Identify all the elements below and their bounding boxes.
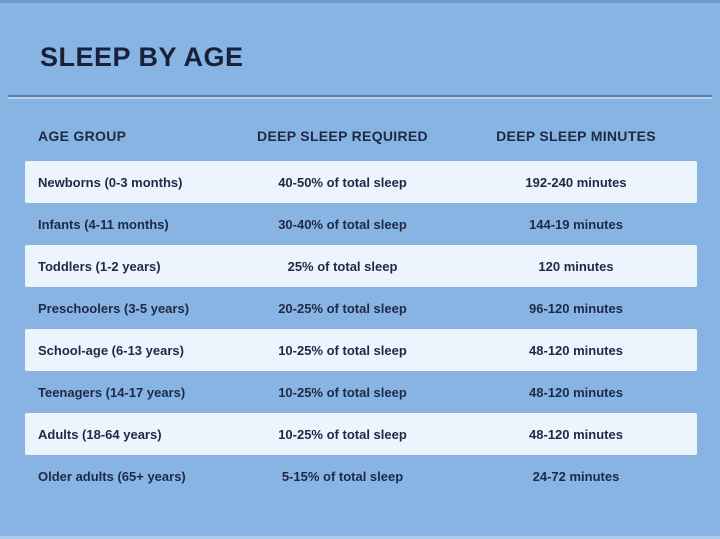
table-row: Toddlers (1-2 years) 25% of total sleep … <box>25 245 697 287</box>
cell-deep-sleep-minutes: 192-240 minutes <box>525 174 627 190</box>
sleep-table: AGE GROUP DEEP SLEEP REQUIRED DEEP SLEEP… <box>0 126 720 497</box>
cell-deep-sleep-required: 40-50% of total sleep <box>278 174 407 190</box>
cell-deep-sleep-minutes: 48-120 minutes <box>529 384 623 400</box>
table-row: Preschoolers (3-5 years) 20-25% of total… <box>25 287 697 329</box>
table-row: Infants (4-11 months) 30-40% of total sl… <box>25 203 697 245</box>
table-body: Newborns (0-3 months) 40-50% of total sl… <box>25 161 697 497</box>
page-title: SLEEP BY AGE <box>40 42 244 72</box>
table-row: Older adults (65+ years) 5-15% of total … <box>25 455 697 497</box>
cell-deep-sleep-required: 25% of total sleep <box>287 258 398 274</box>
header-divider <box>8 95 712 99</box>
cell-deep-sleep-required: 10-25% of total sleep <box>278 384 407 400</box>
cell-deep-sleep-minutes: 48-120 minutes <box>529 342 623 358</box>
column-header-deep-sleep-minutes: DEEP SLEEP MINUTES <box>496 128 656 144</box>
bottom-edge-line <box>0 536 720 539</box>
cell-age-group: Teenagers (14-17 years) <box>38 384 186 400</box>
cell-age-group: Adults (18-64 years) <box>38 426 162 442</box>
column-header-deep-sleep-required: DEEP SLEEP REQUIRED <box>257 128 428 144</box>
cell-deep-sleep-required: 5-15% of total sleep <box>281 468 404 484</box>
cell-deep-sleep-required: 10-25% of total sleep <box>278 426 407 442</box>
cell-age-group: Older adults (65+ years) <box>38 468 186 484</box>
table-row: Adults (18-64 years) 10-25% of total sle… <box>25 413 697 455</box>
cell-age-group: Preschoolers (3-5 years) <box>38 300 190 316</box>
cell-deep-sleep-minutes: 96-120 minutes <box>529 300 623 316</box>
cell-age-group: Newborns (0-3 months) <box>38 174 183 190</box>
table-row: School-age (6-13 years) 10-25% of total … <box>25 329 697 371</box>
cell-deep-sleep-minutes: 48-120 minutes <box>529 426 623 442</box>
cell-deep-sleep-required: 10-25% of total sleep <box>278 342 407 358</box>
cell-deep-sleep-minutes: 24-72 minutes <box>532 468 620 484</box>
column-header-age-group: AGE GROUP <box>38 128 127 144</box>
top-edge-line <box>0 0 720 3</box>
cell-deep-sleep-minutes: 120 minutes <box>538 258 614 274</box>
table-row: Teenagers (14-17 years) 10-25% of total … <box>25 371 697 413</box>
cell-deep-sleep-required: 20-25% of total sleep <box>278 300 407 316</box>
cell-deep-sleep-minutes: 144-19 minutes <box>529 216 623 232</box>
table-header-row: AGE GROUP DEEP SLEEP REQUIRED DEEP SLEEP… <box>25 126 697 146</box>
cell-age-group: School-age (6-13 years) <box>38 342 184 358</box>
cell-age-group: Toddlers (1-2 years) <box>38 258 161 274</box>
cell-deep-sleep-required: 30-40% of total sleep <box>278 216 407 232</box>
table-row: Newborns (0-3 months) 40-50% of total sl… <box>25 161 697 203</box>
cell-age-group: Infants (4-11 months) <box>38 216 169 232</box>
